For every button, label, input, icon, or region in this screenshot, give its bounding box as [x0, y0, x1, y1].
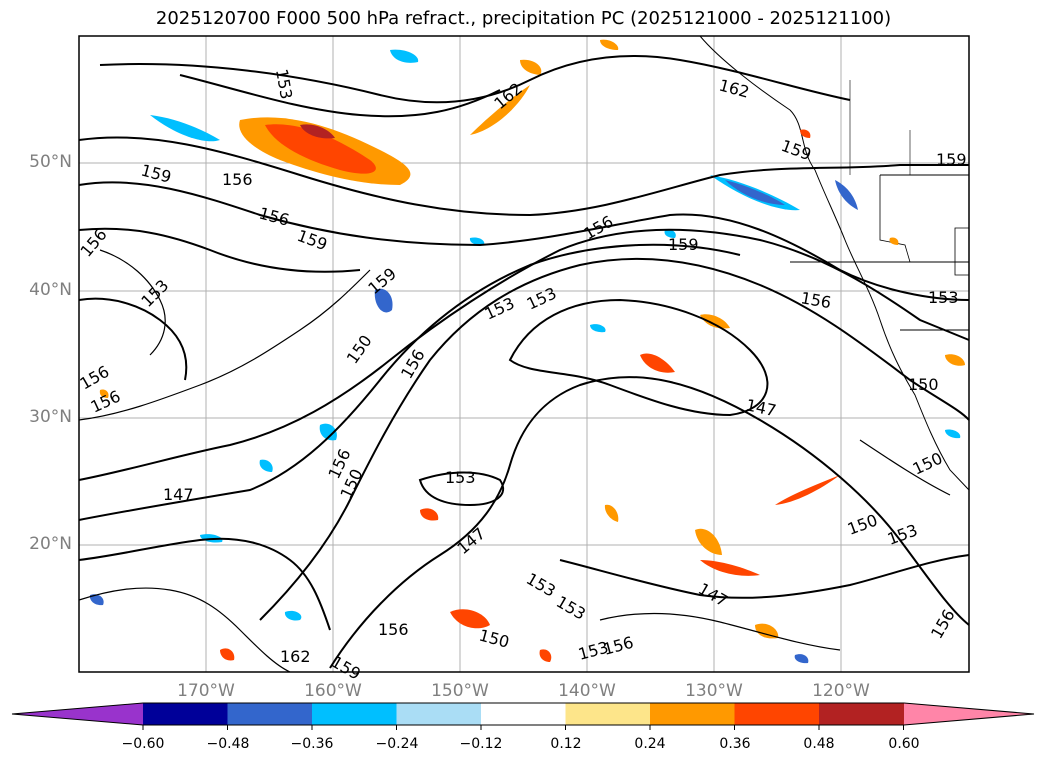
lat-label-30n: 30°N	[29, 407, 72, 427]
colorbar-tick-label: 0.60	[888, 736, 920, 752]
graticule	[79, 36, 969, 672]
lon-label-130w: 130°W	[685, 681, 743, 701]
colorbar-tick-label: −0.36	[290, 736, 334, 752]
precip-negative	[89, 49, 961, 664]
contour-label: 159	[936, 150, 967, 169]
lon-label-120w: 120°W	[812, 681, 870, 701]
lon-label-150w: 150°W	[431, 681, 489, 701]
contour-label: 159	[668, 235, 699, 254]
colorbar	[11, 702, 1035, 730]
lat-label-50n: 50°N	[29, 152, 72, 172]
colorbar-tick-label: −0.48	[206, 736, 250, 752]
colorbar-tick-label: −0.12	[459, 736, 503, 752]
coastlines	[699, 35, 970, 491]
colorbar-segment	[734, 703, 820, 725]
colorbar-extend-high	[904, 703, 1034, 725]
colorbar-tick-label: 0.24	[634, 736, 666, 752]
map-frame	[78, 35, 970, 673]
map-title: 2025120700 F000 500 hPa refract., precip…	[155, 8, 892, 29]
lon-label-170w: 170°W	[177, 681, 235, 701]
colorbar-segment	[312, 703, 397, 725]
colorbar-segment	[819, 703, 904, 725]
map-background	[79, 36, 969, 672]
contour-label: 153	[445, 468, 476, 487]
colorbar-tick-label: 0.36	[719, 736, 751, 752]
colorbar-segment	[227, 703, 313, 725]
lon-label-140w: 140°W	[558, 681, 616, 701]
colorbar-segment	[650, 703, 735, 725]
colorbar-extend-low	[12, 703, 143, 725]
contour-label: 156	[378, 620, 409, 639]
height-contours	[78, 55, 970, 669]
contour-label: 147	[163, 485, 194, 504]
contour-label: 156	[222, 170, 253, 189]
colorbar-segment	[481, 703, 566, 725]
contour-label: 153	[928, 288, 959, 307]
colorbar-tick-label: −0.60	[121, 736, 165, 752]
lat-label-20n: 20°N	[29, 534, 72, 554]
lat-label-40n: 40°N	[29, 280, 72, 300]
colorbar-segment	[565, 703, 651, 725]
colorbar-segment	[396, 703, 482, 725]
colorbar-tick-label: 0.48	[803, 736, 835, 752]
contour-label: 150	[908, 375, 939, 394]
minor-contours	[78, 249, 951, 673]
colorbar-segment	[143, 703, 228, 725]
precip-positive	[99, 39, 965, 662]
colorbar-tick-label: 0.12	[550, 736, 582, 752]
contour-label: 162	[280, 647, 311, 666]
lon-label-160w: 160°W	[304, 681, 362, 701]
colorbar-tick-label: −0.24	[375, 736, 419, 752]
